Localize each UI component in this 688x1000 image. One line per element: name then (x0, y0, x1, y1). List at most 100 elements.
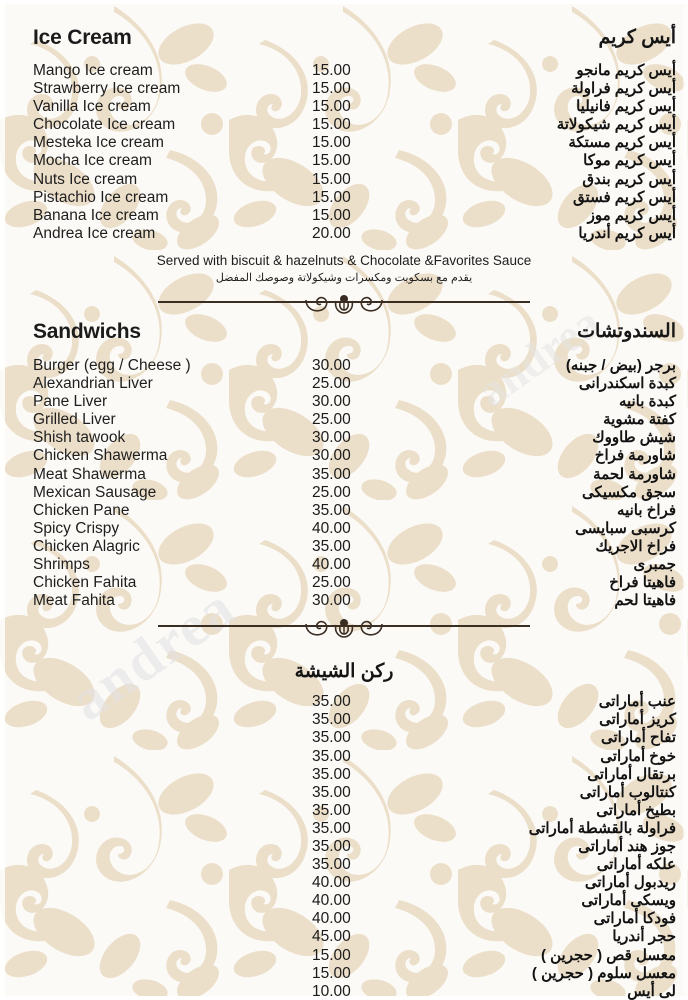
menu-item-row: Mango Ice cream 15.00 أيس كريم مانجو (0, 62, 688, 80)
section-title-ar: السندوتشات (577, 320, 676, 342)
item-name-en: Chicken Shawerma (33, 447, 168, 465)
item-name-en: Mesteka Ice cream (33, 134, 164, 152)
item-price: 40.00 (312, 874, 351, 892)
item-name-ar: ريدبول أماراتى (584, 874, 676, 892)
item-name-ar: أيس كريم فستق (573, 188, 676, 206)
item-price: 35.00 (312, 856, 351, 874)
menu-item-row: Chocolate Ice cream 15.00 أيس كريم شيكول… (0, 116, 688, 134)
item-name-ar: أيس كريم شيكولاتة (556, 116, 676, 134)
item-price: 20.00 (312, 224, 351, 242)
item-price: 40.00 (312, 910, 351, 928)
menu-item-row: Andrea Ice cream 20.00 أيس كريم أندريا (0, 225, 688, 243)
item-price: 30.00 (312, 447, 351, 465)
menu-item-row: 35.00 جوز هند أماراتى (0, 838, 688, 856)
item-name-ar: كفتة مشوية (603, 411, 676, 429)
item-name-ar: تفاح أماراتى (600, 729, 676, 747)
item-price: 15.00 (312, 62, 351, 79)
item-name-ar: لى أيس (627, 982, 676, 1000)
item-name-ar: كبدة بانيه (618, 393, 676, 411)
item-price: 25.00 (312, 375, 351, 393)
section-header-ice-cream: Ice Cream أيس كريم (0, 26, 688, 56)
menu-item-row: Burger (egg / Cheese ) 30.00 برجر (بيض /… (0, 357, 688, 375)
item-name-en: Vanilla Ice cream (33, 98, 151, 116)
item-name-ar: ويسكى أماراتى (581, 892, 676, 910)
menu-item-row: Mocha Ice cream 15.00 أيس كريم موكا (0, 152, 688, 170)
item-price: 15.00 (312, 134, 351, 152)
item-name-ar: معسل سلوم ( حجرين ) (531, 964, 676, 982)
menu-item-row: 15.00 معسل سلوم ( حجرين ) (0, 965, 688, 983)
item-name-en: Mexican Sausage (33, 483, 157, 501)
item-name-en: Chocolate Ice cream (33, 116, 176, 134)
item-name-en: Pistachio Ice cream (33, 188, 169, 206)
item-price: 35.00 (312, 729, 351, 747)
item-name-ar: شاورمة فراخ (594, 447, 676, 465)
item-name-ar: كريز أماراتى (599, 711, 676, 729)
item-name-ar: حجر أندريا (612, 928, 676, 946)
section-title-ar: ركن الشيشة (294, 661, 394, 683)
menu-item-row: 35.00 كنتالوب أماراتى (0, 784, 688, 802)
section-note-en: Served with biscuit & hazelnuts & Chocol… (156, 252, 532, 268)
menu-item-row: Spicy Crispy 40.00 كرسبى سبايسى (0, 520, 688, 538)
item-price: 35.00 (312, 765, 351, 783)
item-name-ar: أيس كريم موز (587, 206, 676, 224)
item-price: 15.00 (312, 152, 351, 170)
item-name-ar: أيس كريم بندق (582, 170, 676, 188)
item-name-ar: أيس كريم مانجو (576, 62, 676, 79)
menu-item-row: Pane Liver 30.00 كبدة بانيه (0, 393, 688, 411)
item-name-ar: فراخ الاجريك (595, 537, 676, 555)
item-name-en: Shish tawook (33, 429, 126, 447)
menu-item-row: 15.00 معسل قص ( حجرين ) (0, 947, 688, 965)
item-name-ar: أيس كريم فانيليا (576, 98, 676, 116)
item-name-en: Grilled Liver (33, 411, 116, 429)
item-price: 35.00 (312, 801, 351, 819)
section-shisha: ركن الشيشة 35.00 عنب أماراتى 35.00 كريز … (0, 640, 688, 1000)
item-price: 35.00 (312, 537, 351, 555)
item-name-en: Mocha Ice cream (33, 152, 152, 170)
ornamental-divider (0, 612, 688, 639)
item-price: 30.00 (312, 356, 351, 374)
item-name-ar: أيس كريم أندريا (578, 224, 676, 242)
item-price: 15.00 (312, 188, 351, 206)
menu-item-row: Chicken Fahita 25.00 فاهيتا فراخ (0, 574, 688, 592)
item-name-ar: شاورمة لحمة (593, 465, 676, 483)
item-price: 35.00 (312, 783, 351, 801)
menu-item-row: Mesteka Ice cream 15.00 أيس كريم مستكة (0, 134, 688, 152)
item-name-ar: شيش طاووك (592, 429, 676, 447)
fleuron-ornament-icon (284, 286, 404, 316)
item-name-ar: كنتالوب أماراتى (579, 783, 676, 801)
ornamental-divider (0, 288, 688, 314)
menu-item-row: Meat Shawerma 35.00 شاورمة لحمة (0, 466, 688, 484)
menu-item-row: Mexican Sausage 25.00 سجق مكسيكى (0, 484, 688, 502)
item-list-shisha: 35.00 عنب أماراتى 35.00 كريز أماراتى 35.… (0, 693, 688, 1000)
item-name-ar: أيس كريم موكا (583, 152, 676, 170)
menu-item-row: Meat Fahita 30.00 فاهيتا لحم (0, 592, 688, 610)
item-price: 35.00 (312, 838, 351, 855)
item-price: 30.00 (312, 429, 351, 447)
item-price: 45.00 (312, 928, 351, 946)
item-name-ar: برتقال أماراتى (587, 765, 676, 783)
item-price: 15.00 (312, 98, 351, 116)
menu-item-row: 35.00 بطيخ أماراتى (0, 802, 688, 820)
item-name-ar: أيس كريم فراولة (571, 80, 676, 98)
item-price: 40.00 (312, 555, 351, 573)
item-price: 15.00 (312, 206, 351, 224)
menu-item-row: 10.00 لى أيس (0, 983, 688, 1000)
item-name-en: Meat Fahita (33, 592, 115, 610)
item-price: 35.00 (312, 693, 351, 711)
item-price: 15.00 (312, 964, 351, 982)
item-name-en: Meat Shawerma (33, 465, 146, 483)
item-price: 15.00 (312, 170, 351, 188)
item-price: 25.00 (312, 411, 351, 429)
item-price: 30.00 (312, 393, 351, 411)
item-name-ar: فراولة بالقشطة أماراتى (528, 819, 676, 837)
item-name-en: Mango Ice cream (33, 62, 153, 79)
menu-item-row: 35.00 خوخ أماراتى (0, 748, 688, 766)
menu-item-row: Alexandrian Liver 25.00 كبدة اسكندرانى (0, 375, 688, 393)
item-name-ar: معسل قص ( حجرين ) (540, 946, 676, 964)
item-price: 40.00 (312, 519, 351, 537)
item-name-ar: كبدة اسكندرانى (578, 375, 676, 393)
item-name-en: Shrimps (33, 555, 90, 573)
item-name-en: Pane Liver (33, 393, 108, 411)
